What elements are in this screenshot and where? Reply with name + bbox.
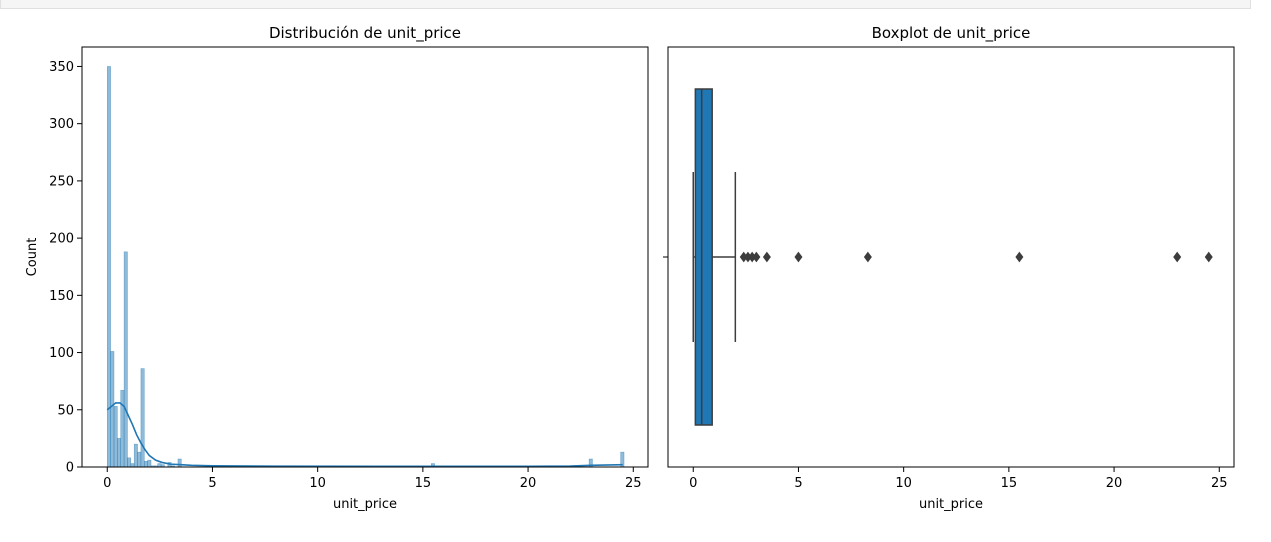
boxplot-title: Boxplot de unit_price	[872, 24, 1031, 43]
outlier-point	[762, 251, 771, 263]
histogram-bar	[157, 463, 162, 468]
notebook-cell-bar	[0, 0, 1251, 9]
x-tick-label: 0	[689, 476, 697, 491]
outlier-point	[794, 251, 803, 263]
boxplot-elements	[692, 88, 1213, 426]
histogram-title: Distribución de unit_price	[269, 24, 461, 43]
histogram-bar	[137, 451, 142, 468]
outlier-point	[752, 251, 761, 263]
histogram-bar	[130, 463, 135, 468]
x-tick-label: 20	[520, 476, 537, 491]
y-tick-label: 150	[49, 289, 74, 304]
boxplot-xlabel: unit_price	[919, 497, 983, 512]
histogram-bars	[106, 66, 625, 468]
histogram-bar	[133, 443, 138, 468]
kde-line	[106, 402, 623, 468]
y-tick-label: 100	[49, 346, 74, 361]
x-tick-label: 10	[309, 476, 326, 491]
histogram-bar	[127, 457, 132, 468]
x-tick-label: 15	[1001, 476, 1018, 491]
histogram-frame	[81, 46, 649, 468]
histogram-panel: Distribución de unit_price 0 5 10 15 20 25 0 5…	[25, 24, 649, 512]
y-tick-label: 50	[57, 403, 74, 418]
histogram-bar	[144, 461, 148, 468]
outlier-point	[1173, 251, 1182, 263]
histogram-bar	[110, 351, 115, 468]
x-tick-label: 20	[1106, 476, 1123, 491]
boxplot-panel: Boxplot de unit_price 0 5 10 15 20 25 unit_pr…	[663, 24, 1235, 512]
outlier-point	[1204, 251, 1213, 263]
y-tick-label: 200	[49, 232, 74, 247]
y-tick-label: 350	[49, 60, 74, 75]
x-tick-label: 10	[895, 476, 912, 491]
histogram-xlabel: unit_price	[333, 497, 397, 512]
histogram-xticks: 0 5 10 15 20 25	[103, 467, 642, 491]
x-tick-label: 15	[415, 476, 432, 491]
histogram-bar	[120, 390, 125, 468]
x-tick-label: 0	[103, 476, 111, 491]
histogram-bar	[117, 438, 121, 468]
histogram-bar	[140, 368, 145, 468]
histogram-bar	[123, 251, 128, 468]
y-tick-label: 300	[49, 117, 74, 132]
outlier-point	[1015, 251, 1024, 263]
histogram-yticks: 0 50 100 150 200 250 300 350	[49, 60, 82, 476]
outlier-point	[863, 251, 872, 263]
x-tick-label: 5	[794, 476, 802, 491]
histogram-bar	[113, 406, 118, 468]
boxplot-xticks: 0 5 10 15 20 25	[689, 467, 1228, 491]
y-tick-label: 0	[66, 461, 74, 476]
x-tick-label: 5	[208, 476, 216, 491]
histogram-bar	[177, 458, 182, 468]
x-tick-label: 25	[625, 476, 642, 491]
histogram-ylabel: Count	[25, 238, 40, 277]
box	[694, 88, 713, 426]
y-tick-label: 250	[49, 174, 74, 189]
histogram-bar	[147, 459, 152, 468]
x-tick-label: 25	[1211, 476, 1228, 491]
